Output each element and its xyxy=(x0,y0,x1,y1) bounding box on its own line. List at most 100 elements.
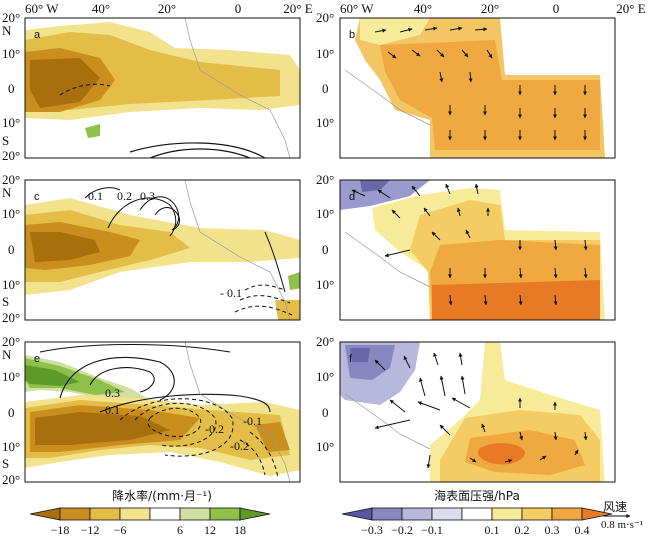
wind-arrow xyxy=(583,267,588,279)
wind-arrow xyxy=(436,49,445,58)
wind-arrow xyxy=(583,431,588,441)
colorbar-tick: 0.4 xyxy=(575,523,590,537)
lat-ticks-left-row2: 20° N 10° 0 10° S 20° xyxy=(2,172,20,325)
colorbar-segment xyxy=(341,507,373,521)
lat-tick: 10° xyxy=(316,369,334,384)
colorbar-tick: 0.3 xyxy=(545,523,560,537)
panel-c-precip xyxy=(25,180,300,320)
colorbar-tick: −0.1 xyxy=(421,523,443,537)
wind-arrow xyxy=(553,239,558,251)
lon-tick: 60° W xyxy=(340,1,374,16)
wind-arrow xyxy=(451,397,471,409)
wind-arrow xyxy=(424,26,438,31)
wind-arrow xyxy=(445,183,451,195)
colorbar-segment xyxy=(461,507,493,521)
lat-tick: 10° xyxy=(316,277,334,292)
wind-arrow xyxy=(583,239,588,251)
lat-tick: 20° xyxy=(2,334,20,349)
wind-arrow xyxy=(431,231,441,241)
lon-tick: 20° xyxy=(481,1,499,16)
wind-arrow xyxy=(411,185,421,197)
colorbar-tick: 6 xyxy=(177,523,183,537)
lat-tick: 20° xyxy=(316,10,334,25)
colorbar-tick: 18 xyxy=(234,523,246,537)
colorbar-segment xyxy=(581,507,613,521)
wind-arrow xyxy=(411,49,421,57)
colorbar-segment xyxy=(551,507,583,521)
lat-tick: 20° xyxy=(2,172,20,187)
colorbar-segment xyxy=(401,507,433,521)
colorbar-tick: −0.2 xyxy=(391,523,413,537)
contour-label: 0.3 xyxy=(105,386,120,400)
lat-tick: 10° xyxy=(316,439,334,454)
panel-b-wind-vectors xyxy=(374,26,587,141)
contour-label: 0.3 xyxy=(140,189,155,203)
lat-tick: 0 xyxy=(8,242,15,257)
wind-arrow xyxy=(468,71,473,83)
wind-arrow xyxy=(504,459,513,463)
colorbar-segment xyxy=(149,507,181,521)
lat-tick: 0 xyxy=(8,81,15,96)
wind-arrow xyxy=(391,209,401,219)
lon-tick: 20° E xyxy=(283,1,312,16)
lat-tick: 20° xyxy=(316,172,334,187)
panel-b-letter: b xyxy=(349,29,355,41)
wind-arrow xyxy=(539,455,547,461)
panel-f-wind-vectors xyxy=(374,352,588,469)
wind-arrow xyxy=(439,71,444,83)
lat-tick: 20° xyxy=(2,10,20,25)
wind-arrow xyxy=(399,27,413,33)
lat-ticks-right: 20° 10° 0 10° 20° 10° 0 10° 20° 10° 0 10… xyxy=(316,10,334,454)
wind-arrow xyxy=(553,431,558,441)
wind-arrow xyxy=(553,267,558,279)
colorbar-segment xyxy=(239,507,271,521)
lat-tick: 10° xyxy=(316,46,334,61)
wind-arrow xyxy=(389,399,406,413)
left-lon-ticks: 60° W 40° 20° 0 20° E xyxy=(25,1,313,16)
lon-tick: 0 xyxy=(235,1,242,16)
panel-a-frame xyxy=(24,17,301,159)
left-colorbar-title: 降水率/(mm·月⁻¹) xyxy=(112,488,212,503)
right-lon-ticks: 60° W 40° 20° 0 20° E xyxy=(340,1,646,16)
lat-tick: 20° xyxy=(316,334,334,349)
wind-arrow xyxy=(469,457,477,463)
panel-c-letter: c xyxy=(34,191,40,203)
colorbar-tick: 0.2 xyxy=(515,523,530,537)
colorbar-segment xyxy=(491,507,523,521)
lat-ticks-left-row3: 20° N 10° 0 10° S 20° xyxy=(2,334,20,487)
colorbar-segment xyxy=(179,507,211,521)
contour-label: 0.1 xyxy=(105,403,120,417)
wind-legend-title: 风速 xyxy=(603,500,627,514)
lat-tick: 10° xyxy=(316,115,334,130)
wind-arrow xyxy=(377,189,391,199)
wind-arrow xyxy=(481,423,486,433)
left-colorbar-ticks: −18 −12 −6 6 12 18 xyxy=(51,523,246,537)
wind-arrow xyxy=(387,51,397,59)
wind-arrow xyxy=(456,207,461,217)
wind-arrow xyxy=(474,27,488,32)
colorbar-segment xyxy=(89,507,121,521)
lat-tick: 10° xyxy=(2,115,20,130)
contour-label: -0.1 xyxy=(243,414,262,428)
panel-a-precip xyxy=(25,18,300,158)
colorbar-segment xyxy=(431,507,463,521)
panel-d-slp xyxy=(340,180,615,320)
panel-e-letter: e xyxy=(34,353,40,365)
lat-tick: 0 xyxy=(322,405,329,420)
lat-tick: 10° xyxy=(2,439,20,454)
panel-f-letter: f xyxy=(349,353,353,365)
right-colorbar-ticks: −0.3 −0.2 −0.1 0.1 0.2 0.3 0.4 xyxy=(361,523,589,537)
wind-arrow xyxy=(433,352,439,366)
colorbar-segment xyxy=(209,507,241,521)
wind-arrow xyxy=(465,229,471,239)
lat-tick: 10° xyxy=(2,277,20,292)
wind-arrow xyxy=(449,26,463,31)
contour-label: -0.2 xyxy=(205,422,224,436)
lat-tick: S xyxy=(2,133,9,148)
lat-tick: N xyxy=(2,185,12,200)
lon-tick: 20° E xyxy=(616,1,645,16)
lon-tick: 20° xyxy=(158,1,176,16)
wind-arrow xyxy=(474,183,479,195)
colorbar-segment xyxy=(119,507,151,521)
